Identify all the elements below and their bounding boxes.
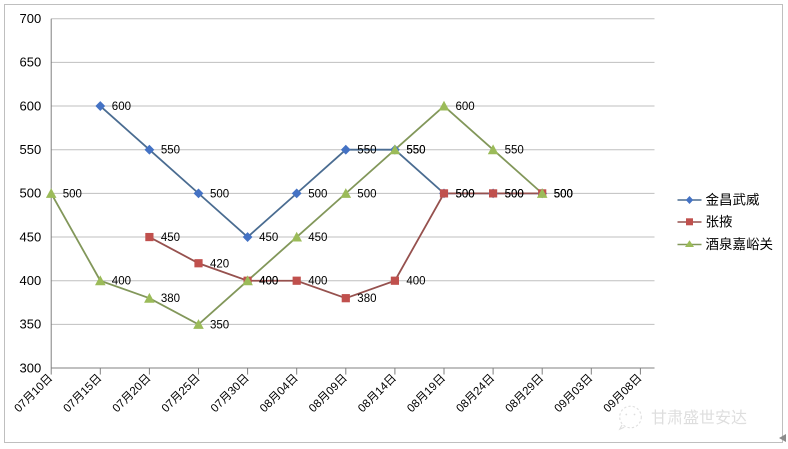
svg-text:600: 600	[19, 98, 41, 113]
svg-text:450: 450	[19, 229, 41, 244]
svg-text:450: 450	[161, 232, 180, 244]
svg-text:400: 400	[19, 273, 41, 288]
svg-text:700: 700	[19, 11, 41, 26]
svg-text:550: 550	[161, 145, 180, 157]
svg-text:450: 450	[259, 232, 278, 244]
svg-text:甘肃盛世安达: 甘肃盛世安达	[651, 409, 747, 427]
svg-text:420: 420	[210, 258, 229, 270]
svg-text:400: 400	[112, 276, 131, 288]
svg-text:酒泉嘉峪关: 酒泉嘉峪关	[706, 236, 774, 252]
svg-text:600: 600	[112, 101, 131, 113]
svg-text:500: 500	[210, 188, 229, 200]
svg-text:500: 500	[456, 188, 475, 200]
svg-text:550: 550	[406, 145, 425, 157]
svg-text:550: 550	[505, 145, 524, 157]
svg-text:550: 550	[357, 145, 376, 157]
svg-text:350: 350	[19, 317, 41, 332]
svg-text:500: 500	[308, 188, 327, 200]
svg-text:金昌武威: 金昌武威	[706, 192, 760, 207]
svg-text:张掖: 张掖	[706, 214, 734, 229]
svg-text:500: 500	[357, 188, 376, 200]
svg-text:300: 300	[19, 360, 41, 375]
svg-text:400: 400	[308, 276, 327, 288]
svg-text:400: 400	[259, 276, 278, 288]
svg-text:400: 400	[406, 276, 425, 288]
svg-text:380: 380	[357, 293, 376, 305]
svg-text:380: 380	[161, 293, 180, 305]
svg-text:600: 600	[456, 101, 475, 113]
svg-text:650: 650	[19, 55, 41, 70]
svg-text:500: 500	[554, 188, 573, 200]
svg-text:500: 500	[19, 186, 41, 201]
svg-text:450: 450	[308, 232, 327, 244]
svg-text:350: 350	[210, 319, 229, 331]
svg-text:500: 500	[63, 188, 82, 200]
svg-text:500: 500	[505, 188, 524, 200]
svg-text:550: 550	[19, 142, 41, 157]
